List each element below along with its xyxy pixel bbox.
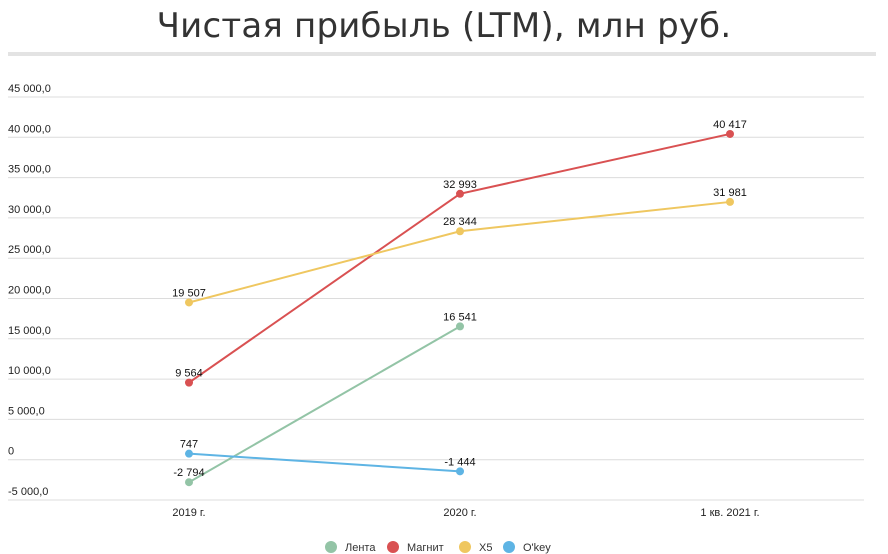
title-divider [8, 52, 876, 56]
data-point [185, 378, 193, 387]
y-tick-label: 5 000,0 [8, 405, 45, 417]
series-line [188, 452, 461, 473]
data-label: -1 444 [444, 456, 475, 468]
legend-label: Лента [345, 542, 376, 554]
gridlines [8, 96, 864, 501]
data-label: 747 [180, 439, 198, 451]
chart-title: Чистая прибыль (LTM), млн руб. [156, 6, 732, 46]
data-point [456, 189, 464, 198]
data-label: 16 541 [443, 311, 477, 323]
y-tick-label: 0 [8, 446, 14, 458]
data-label: 31 981 [713, 187, 747, 199]
data-point [456, 467, 464, 476]
x-tick-label: 2020 г. [443, 507, 476, 519]
data-label: 40 417 [713, 119, 747, 131]
legend-marker [325, 541, 337, 553]
legend: Лента Магнит X5 O'key [325, 541, 551, 554]
x-tick-label: 1 кв. 2021 г. [700, 507, 759, 519]
data-point [185, 449, 193, 458]
legend-label: X5 [479, 542, 492, 554]
data-label: 9 564 [175, 368, 203, 380]
legend-marker [503, 541, 515, 553]
x-tick-label: 2019 г. [172, 507, 205, 519]
data-point [185, 298, 193, 307]
series-line [188, 325, 461, 484]
y-tick-label: 45 000,0 [8, 83, 51, 95]
y-tick-label: 15 000,0 [8, 325, 51, 337]
data-point [726, 197, 734, 206]
y-tick-label: 30 000,0 [8, 204, 51, 216]
y-tick-label: 35 000,0 [8, 164, 51, 176]
legend-label: O'key [523, 542, 551, 554]
legend-label: Магнит [407, 542, 444, 554]
data-label: 19 507 [172, 287, 206, 299]
data-point [185, 478, 193, 487]
data-label: -2 794 [173, 467, 204, 479]
data-point [456, 322, 464, 331]
y-tick-label: 10 000,0 [8, 365, 51, 377]
y-tick-label: 25 000,0 [8, 244, 51, 256]
legend-marker [459, 541, 471, 553]
data-label: 28 344 [443, 216, 477, 228]
x-axis-ticks: 2019 г. 2020 г. 1 кв. 2021 г. [172, 507, 759, 519]
legend-marker [387, 541, 399, 553]
y-tick-label: 20 000,0 [8, 285, 51, 297]
series-points [185, 129, 734, 487]
y-axis-ticks: -5 000,0 0 5 000,0 10 000,0 15 000,0 20 000,0… [8, 83, 51, 498]
y-tick-label: 40 000,0 [8, 123, 51, 135]
y-tick-label: -5 000,0 [8, 486, 48, 498]
data-label: 32 993 [443, 179, 477, 191]
data-point [726, 129, 734, 138]
data-labels: -2 794 16 541 9 564 32 993 40 417 19 507 28 34… [172, 119, 747, 479]
data-point [456, 227, 464, 236]
